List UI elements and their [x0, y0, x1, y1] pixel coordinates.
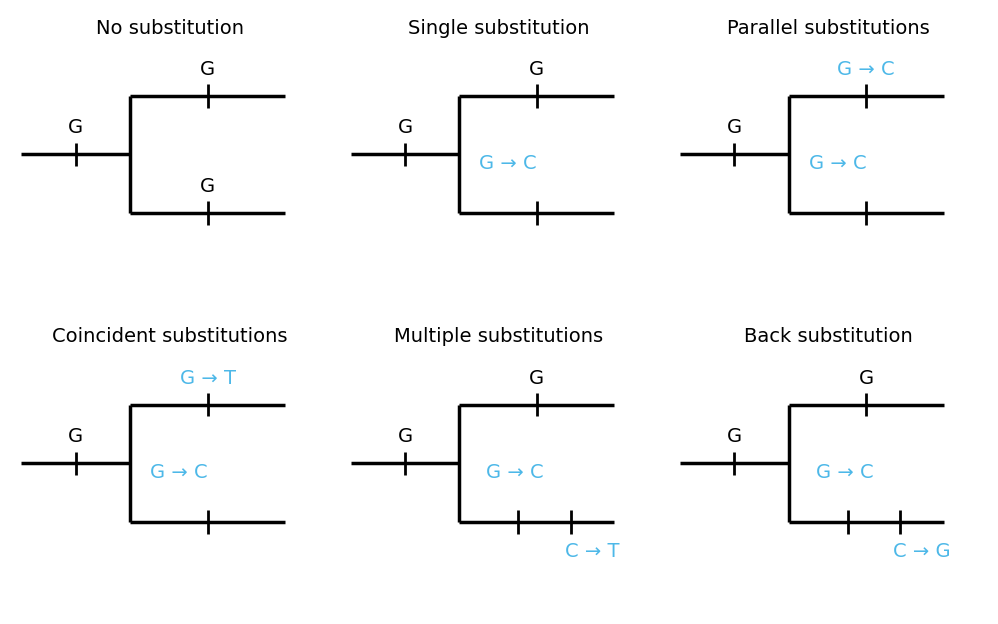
Text: G: G — [68, 119, 84, 137]
Text: Single substitution: Single substitution — [408, 19, 590, 37]
Text: G → C: G → C — [150, 463, 208, 482]
Text: G: G — [200, 177, 216, 196]
Text: C → T: C → T — [565, 542, 620, 561]
Text: C → G: C → G — [893, 542, 951, 561]
Text: No substitution: No substitution — [96, 19, 244, 37]
Text: G: G — [397, 427, 413, 446]
Text: G → T: G → T — [180, 369, 236, 388]
Text: G: G — [397, 119, 413, 137]
Text: G: G — [529, 369, 545, 388]
Text: G: G — [727, 427, 743, 446]
Text: G → C: G → C — [486, 463, 544, 482]
Text: Multiple substitutions: Multiple substitutions — [394, 328, 604, 346]
Text: Coincident substitutions: Coincident substitutions — [52, 328, 287, 346]
Text: G → C: G → C — [808, 154, 866, 173]
Text: Back substitution: Back substitution — [744, 328, 913, 346]
Text: Parallel substitutions: Parallel substitutions — [727, 19, 930, 37]
Text: G: G — [200, 60, 216, 79]
Text: G: G — [68, 427, 84, 446]
Text: G: G — [529, 60, 545, 79]
Text: G: G — [727, 119, 743, 137]
Text: G → C: G → C — [479, 154, 537, 173]
Text: G: G — [858, 369, 874, 388]
Text: G → C: G → C — [837, 60, 895, 79]
Text: G → C: G → C — [815, 463, 873, 482]
